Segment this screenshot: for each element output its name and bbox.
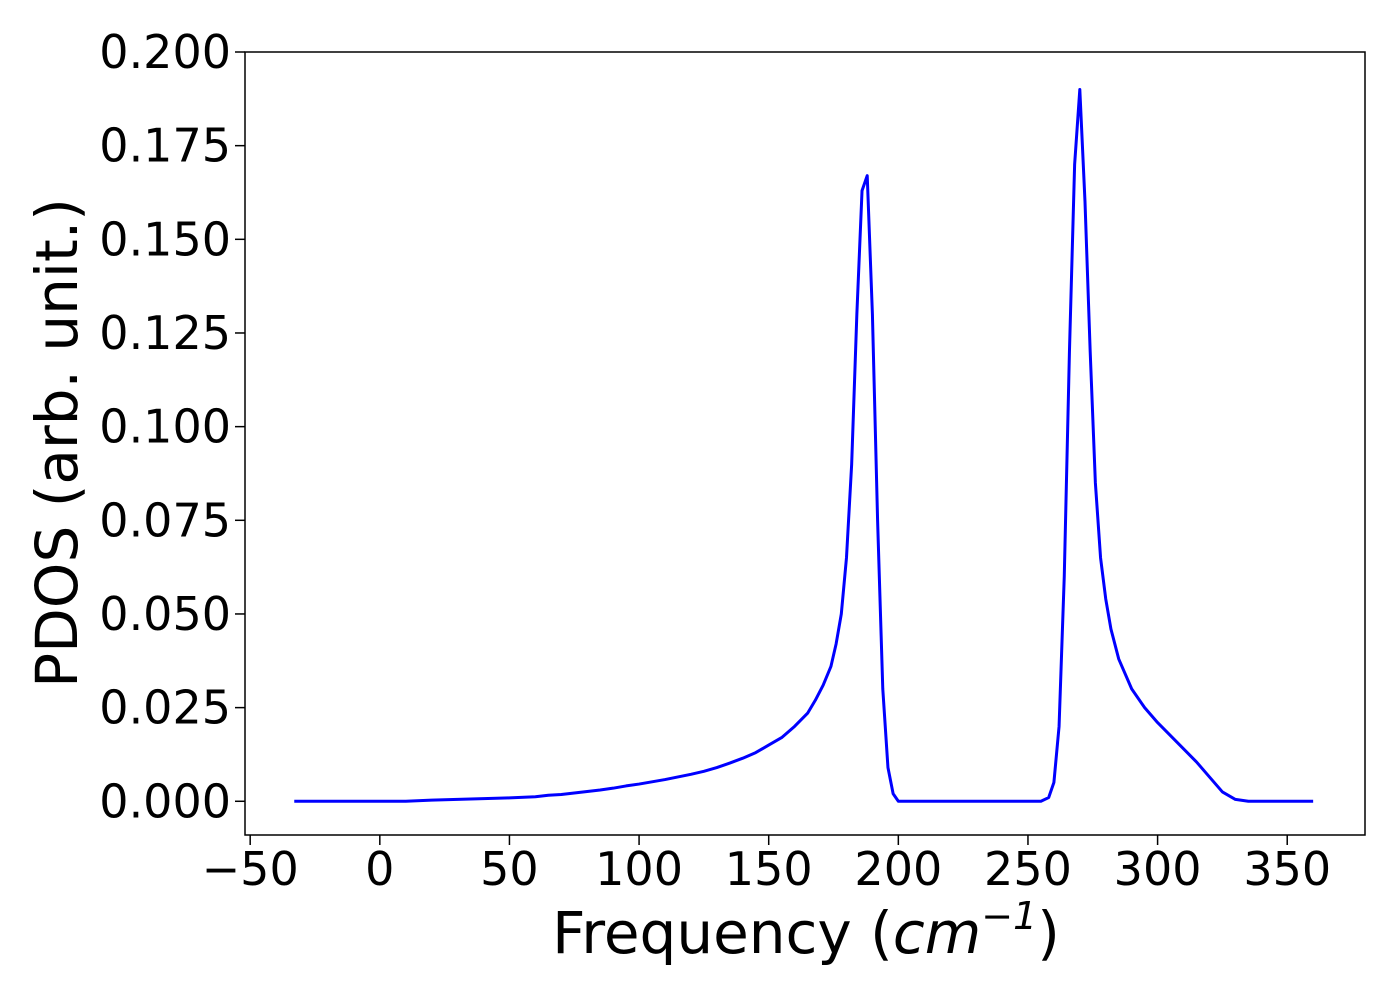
x-axis-title-open-paren: ( [852,899,893,967]
x-tick-label: 300 [1114,842,1202,896]
x-axis-title-close-paren: ) [1037,899,1060,967]
y-tick-label: 0.050 [99,587,231,641]
x-tick-label: 0 [365,842,394,896]
x-axis-unit-exponent: −1 [981,894,1037,938]
y-tick-label: 0.175 [99,119,231,173]
y-tick-label: 0.150 [99,212,231,266]
x-tick-label: 150 [725,842,813,896]
y-tick-label: 0.125 [99,306,231,360]
y-axis: 0.000 0.025 0.050 0.075 0.100 0.125 0.150 0.175… [99,25,245,828]
y-tick-label: 0.025 [99,681,231,735]
x-tick-label: −50 [202,842,299,896]
y-tick-label: 0.075 [99,493,231,547]
y-axis-title: PDOS (arb. unit.) [23,198,91,688]
x-tick-label: 50 [480,842,539,896]
x-tick-label: 100 [595,842,683,896]
y-tick-label: 0.100 [99,400,231,454]
x-tick-label: 200 [854,842,942,896]
y-tick-label: 0.200 [99,25,231,79]
y-tick-label: 0.000 [99,774,231,828]
x-axis: −50 0 50 100 150 200 250 300 350 [202,835,1331,896]
series-line-0 [294,87,1314,803]
x-axis-title: Frequency (cm−1) [552,894,1060,967]
x-axis-unit-base: cm [893,899,981,967]
plot-frame [244,51,1366,836]
x-axis-title-text: Frequency [552,899,852,967]
plot-area [294,87,1314,803]
x-tick-label: 350 [1243,842,1331,896]
x-tick-label: 250 [984,842,1072,896]
